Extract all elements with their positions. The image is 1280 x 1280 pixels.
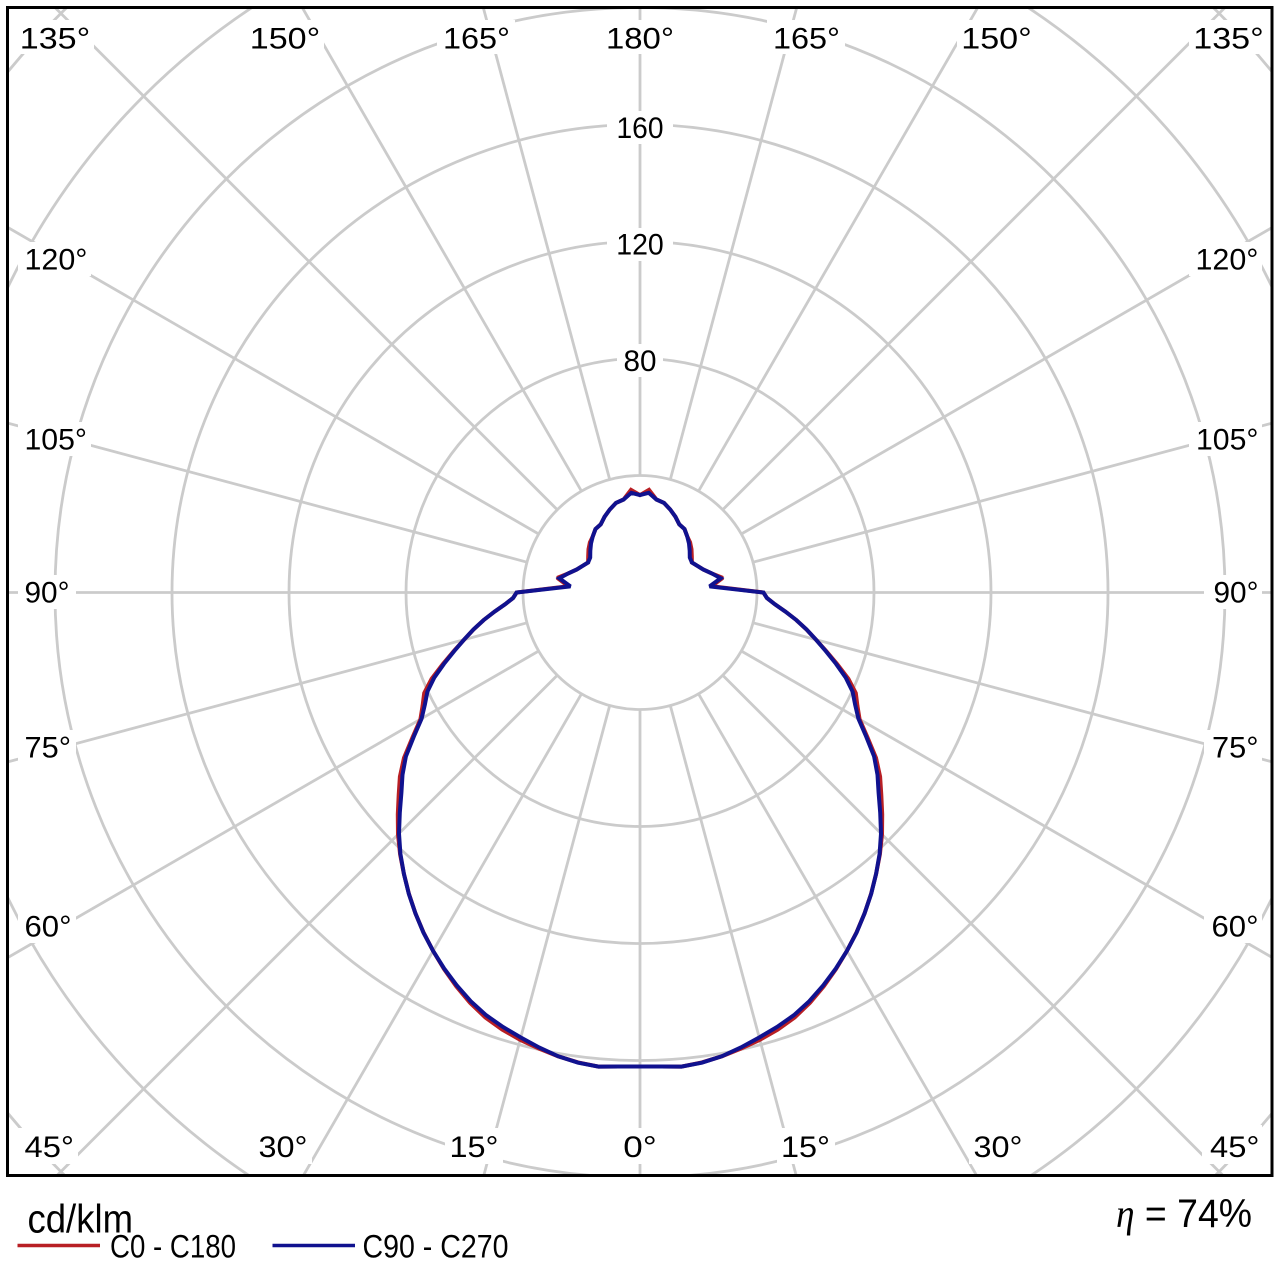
- svg-text:0°: 0°: [623, 1131, 657, 1164]
- svg-text:135°: 135°: [20, 23, 91, 56]
- svg-text:90°: 90°: [1214, 577, 1259, 610]
- svg-text:120°: 120°: [1196, 244, 1259, 277]
- svg-text:120: 120: [616, 229, 664, 262]
- svg-text:135°: 135°: [1193, 23, 1264, 56]
- svg-text:165°: 165°: [443, 23, 510, 56]
- svg-text:60°: 60°: [1212, 911, 1259, 944]
- svg-text:C0 - C180: C0 - C180: [110, 1229, 236, 1265]
- svg-text:105°: 105°: [25, 424, 88, 457]
- svg-text:75°: 75°: [1212, 732, 1259, 765]
- svg-text:105°: 105°: [1196, 424, 1259, 457]
- svg-text:C90 - C270: C90 - C270: [363, 1229, 509, 1265]
- svg-text:30°: 30°: [259, 1131, 308, 1164]
- svg-text:150°: 150°: [250, 23, 321, 56]
- svg-text:80: 80: [624, 345, 657, 378]
- svg-text:165°: 165°: [773, 23, 840, 56]
- svg-text:cd/klm: cd/klm: [28, 1198, 134, 1242]
- svg-text:180°: 180°: [606, 23, 674, 56]
- svg-text:45°: 45°: [25, 1131, 75, 1164]
- svg-text:60°: 60°: [25, 911, 72, 944]
- svg-text:45°: 45°: [1210, 1131, 1260, 1164]
- svg-text:η = 74%: η = 74%: [1116, 1191, 1252, 1236]
- svg-text:120°: 120°: [25, 244, 88, 277]
- svg-text:160: 160: [617, 112, 664, 145]
- svg-text:30°: 30°: [974, 1131, 1023, 1164]
- svg-text:15°: 15°: [450, 1131, 499, 1164]
- svg-text:90°: 90°: [25, 577, 70, 610]
- svg-text:150°: 150°: [961, 23, 1032, 56]
- svg-text:15°: 15°: [781, 1131, 830, 1164]
- svg-text:75°: 75°: [25, 732, 72, 765]
